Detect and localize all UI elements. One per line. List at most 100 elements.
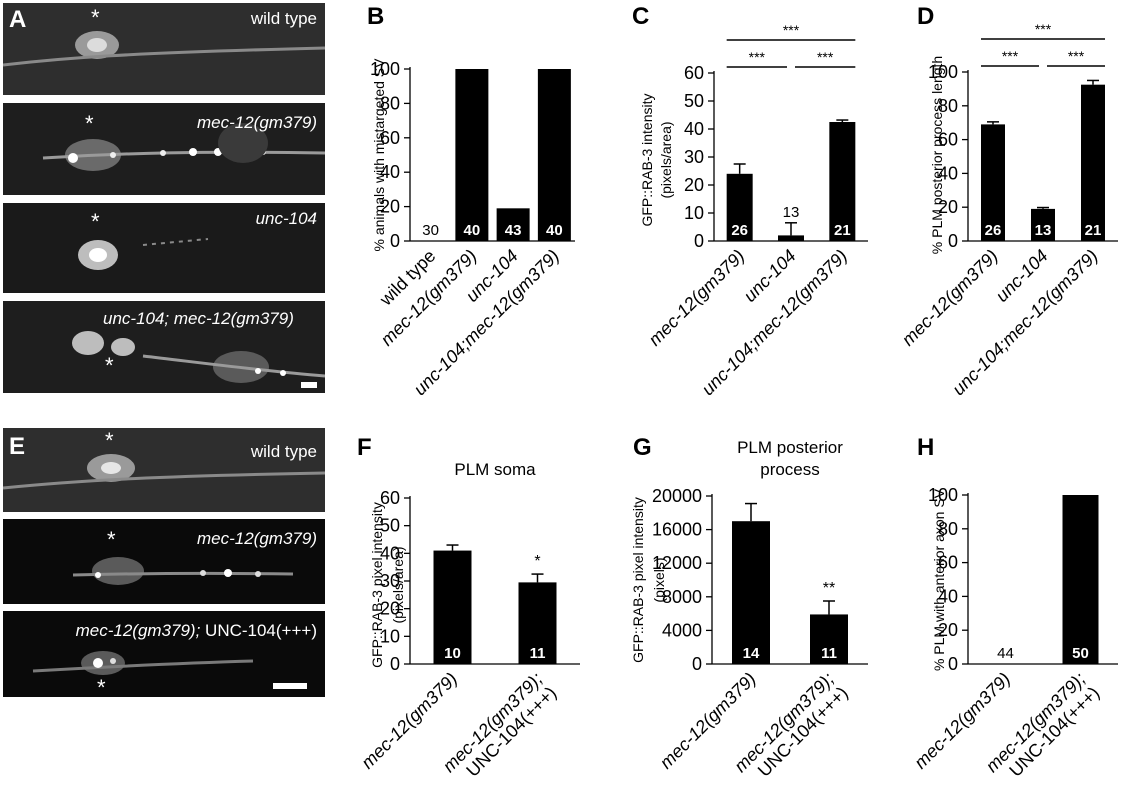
neuron-image [3, 611, 325, 697]
micrograph-e-mec-12-unc-104: mec-12(gm379); UNC-104(+++) * [3, 611, 325, 697]
bar-2 [1031, 208, 1055, 241]
y-axis-label-line-2: (pixels/area) [390, 546, 406, 623]
bar-3 [496, 208, 530, 241]
panel-letter-d: D [917, 3, 934, 30]
y-tick-label: 100 [928, 485, 958, 505]
y-axis-label: % PLM with anterior axon SV [931, 488, 947, 671]
y-tick-label: 20 [380, 599, 400, 619]
n-label: 30 [422, 222, 439, 239]
panel-letter-h: H [917, 434, 934, 461]
y-tick-label: 20 [938, 620, 958, 640]
y-axis-label: GFP::RAB-3 intensity [639, 93, 655, 226]
y-tick-label: 60 [380, 488, 400, 508]
bar-1 [732, 521, 770, 664]
neuron-image [3, 203, 325, 293]
y-axis-label: % animals with mistargeted SV [371, 58, 387, 252]
y-axis-label: GFP::RAB-3 pixel intensity [630, 497, 646, 663]
y-tick-label: 0 [692, 654, 702, 674]
bar-1 [981, 124, 1005, 241]
chart-title: PLM soma [454, 460, 536, 479]
y-tick-label: 80 [938, 519, 958, 539]
significance-label: *** [817, 49, 834, 65]
genotype-label: unc-104 [255, 209, 317, 228]
soma-asterisk: * [91, 209, 100, 234]
bar-1 [433, 550, 472, 664]
neuron-image [3, 3, 325, 95]
significance-label: *** [783, 22, 800, 38]
significance-mark: ** [823, 580, 835, 597]
soma-asterisk: * [105, 428, 114, 453]
y-tick-label: 60 [938, 130, 958, 150]
bar-2 [1062, 495, 1099, 664]
genotype-label: wild type [250, 442, 317, 461]
y-tick-label: 100 [370, 59, 400, 79]
n-label: 43 [505, 222, 522, 239]
y-tick-label: 50 [380, 516, 400, 536]
y-axis-label: GFP::RAB-3 pixel intensity [369, 502, 385, 668]
panel-letter-g: G [633, 434, 652, 461]
panel-letter-f: F [357, 434, 372, 461]
genotype-label-plain: UNC-104(+++) [200, 621, 317, 640]
y-tick-label: 60 [938, 553, 958, 573]
neuron-image [3, 103, 325, 195]
micrograph-a-mec-12: * mec-12(gm379) [3, 103, 325, 195]
micrograph-e-mec-12: * mec-12(gm379) [3, 519, 325, 604]
significance-label: *** [749, 49, 766, 65]
bar-3 [829, 122, 856, 241]
y-tick-label: 10 [684, 203, 704, 223]
x-category-label: mec-12(gm379) [898, 246, 1002, 350]
y-tick-label: 20000 [652, 486, 702, 506]
y-tick-label: 40 [684, 119, 704, 139]
panel-letter-a: A [9, 6, 27, 33]
y-tick-label: 20 [684, 175, 704, 195]
n-label: 50 [1072, 645, 1089, 662]
neuron-image [3, 301, 325, 393]
chart-title: PLM posterior [737, 438, 843, 457]
y-tick-label: 0 [694, 231, 704, 251]
n-label: 10 [444, 645, 461, 662]
genotype-label: unc-104; mec-12(gm379) [103, 309, 294, 328]
significance-label: *** [1035, 21, 1052, 37]
y-tick-label: 0 [948, 654, 958, 674]
y-axis-label-line-2: (pixels) [651, 557, 667, 602]
genotype-label: mec-12(gm379); UNC-104(+++) [76, 621, 317, 641]
y-tick-label: 60 [380, 128, 400, 148]
y-tick-label: 100 [928, 62, 958, 82]
y-tick-label: 16000 [652, 520, 702, 540]
genotype-label: mec-12(gm379) [197, 113, 317, 132]
y-tick-label: 8000 [662, 587, 702, 607]
n-label: 40 [546, 222, 563, 239]
n-label: 11 [530, 645, 546, 662]
n-label: 40 [464, 222, 481, 239]
micrograph-e-wild-type: * wild type [3, 428, 325, 512]
y-tick-label: 4000 [662, 620, 702, 640]
panel-letter-c: C [632, 3, 649, 30]
panel-letter-b: B [367, 3, 384, 30]
panel-letter-e: E [9, 433, 26, 460]
n-label: 44 [997, 645, 1014, 662]
y-tick-label: 12000 [652, 553, 702, 573]
soma-asterisk: * [85, 111, 94, 136]
n-label: 26 [731, 222, 748, 239]
y-axis-label-line-2: (pixels/area) [658, 121, 674, 198]
x-category-label: mec-12(gm379) [645, 246, 749, 350]
n-label: 26 [985, 222, 1002, 239]
y-tick-label: 30 [684, 147, 704, 167]
y-tick-label: 50 [684, 91, 704, 111]
n-label: 21 [1085, 222, 1102, 239]
bar-2 [518, 582, 557, 664]
bar-4 [537, 69, 571, 241]
y-tick-label: 80 [938, 96, 958, 116]
micrograph-a-wild-type: * wild type [3, 3, 325, 95]
bar-1 [726, 173, 753, 241]
y-tick-label: 40 [938, 163, 958, 183]
scale-bar [301, 382, 317, 388]
y-tick-label: 80 [380, 93, 400, 113]
micrograph-a-unc-104-mec-12: * unc-104; mec-12(gm379) [3, 301, 325, 393]
soma-asterisk: * [91, 5, 100, 30]
y-tick-label: 20 [380, 197, 400, 217]
y-tick-label: 10 [380, 626, 400, 646]
y-axis-label: % PLM posterior process length [929, 56, 945, 254]
n-label: 21 [834, 222, 851, 239]
